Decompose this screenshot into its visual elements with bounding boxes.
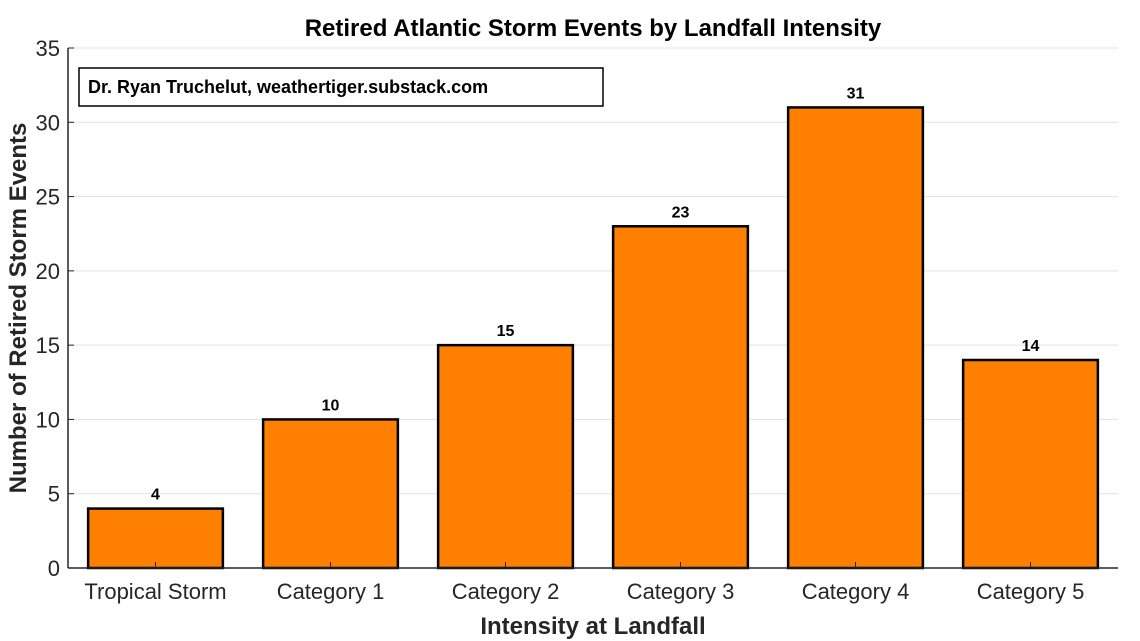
bar-value-label: 10 (322, 397, 340, 414)
bar-value-label: 23 (672, 204, 690, 221)
y-tick-label: 5 (48, 482, 60, 507)
data-labels: 4 10 15 23 31 14 (151, 85, 1039, 503)
y-tick-label: 10 (36, 407, 60, 432)
y-tick-label: 15 (36, 333, 60, 358)
x-tick-label: Category 5 (977, 579, 1085, 604)
x-tick-label: Tropical Storm (84, 579, 226, 604)
x-axis-label: Intensity at Landfall (480, 613, 705, 640)
grid-lines (68, 47, 1118, 495)
y-ticks: 0 5 10 15 20 25 30 35 (36, 36, 74, 581)
y-tick-label: 30 (36, 110, 60, 135)
x-tick-label: Category 2 (452, 579, 560, 604)
x-tick-label: Category 3 (627, 579, 735, 604)
annotation-box (78, 67, 604, 107)
bar (86, 507, 225, 570)
bar (786, 106, 925, 570)
y-axis-label: Number of Retired Storm Events (5, 123, 32, 494)
x-tick-label: Category 4 (802, 579, 910, 604)
bar (611, 225, 750, 570)
y-tick-label: 20 (36, 259, 60, 284)
y-tick-label: 35 (36, 36, 60, 61)
bar-value-label: 4 (151, 487, 160, 504)
y-tick-label: 0 (48, 556, 60, 581)
x-tick-label: Category 1 (277, 579, 385, 604)
bar (961, 358, 1100, 570)
bar (436, 343, 575, 570)
bar-value-label: 14 (1022, 338, 1040, 355)
chart-title: Retired Atlantic Storm Events by Landfal… (305, 15, 882, 42)
bar (261, 418, 400, 570)
source-annotation: Dr. Ryan Truchelut, weathertiger.substac… (78, 67, 604, 107)
bar-value-label: 31 (847, 85, 865, 102)
annotation-text: Dr. Ryan Truchelut, weathertiger.substac… (88, 77, 488, 97)
y-tick-label: 25 (36, 185, 60, 210)
bar-value-label: 15 (497, 323, 515, 340)
axes (67, 48, 1118, 569)
x-ticks: Tropical Storm Category 1 Category 2 Catego… (84, 562, 1084, 604)
